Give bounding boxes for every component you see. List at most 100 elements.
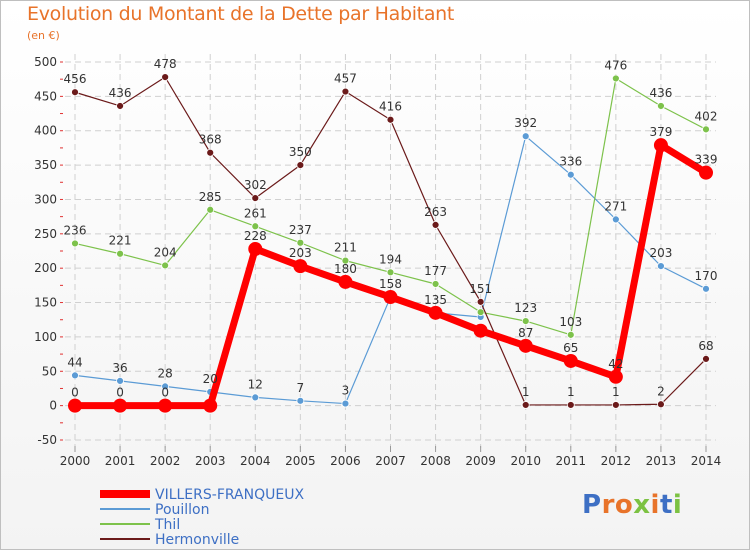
y-tick-label: 200	[34, 261, 57, 275]
logo-letter: t	[659, 490, 673, 520]
data-label: 221	[109, 234, 132, 248]
data-label: 416	[379, 100, 402, 114]
data-point	[473, 323, 488, 338]
logo-letter: P	[582, 490, 602, 520]
data-label: 177	[424, 264, 447, 278]
data-label: 436	[109, 86, 132, 100]
data-label: 20	[203, 372, 218, 386]
data-point	[611, 74, 620, 83]
data-label: 204	[154, 245, 177, 259]
data-label: 236	[64, 223, 87, 237]
y-tick-label: -50	[37, 433, 57, 447]
data-point	[702, 355, 710, 363]
data-point	[566, 170, 575, 179]
data-point	[71, 239, 79, 248]
x-tick-label: 2013	[646, 454, 677, 468]
data-point	[611, 401, 620, 409]
data-label: 180	[334, 262, 357, 276]
legend-label: Hermonville	[155, 532, 239, 548]
data-point	[203, 398, 218, 413]
data-point	[113, 398, 128, 413]
y-tick-label: 250	[34, 227, 57, 241]
data-label: 135	[424, 293, 447, 307]
data-point	[702, 284, 710, 293]
data-label: 3	[342, 384, 350, 398]
data-label: 103	[559, 315, 582, 329]
data-label: 151	[469, 282, 492, 296]
data-label: 28	[158, 366, 173, 380]
data-label: 436	[649, 86, 672, 100]
data-label: 158	[379, 277, 402, 291]
data-label: 402	[695, 109, 718, 123]
data-label: 1	[522, 385, 530, 399]
x-tick-label: 2004	[240, 454, 271, 468]
data-label: 339	[695, 153, 718, 167]
data-point	[341, 399, 350, 408]
data-label: 285	[199, 190, 222, 204]
chart-title: Evolution du Montant de la Dette par Hab…	[27, 3, 455, 25]
data-point	[521, 401, 530, 409]
data-point	[699, 165, 713, 180]
logo-letter: i	[650, 490, 660, 520]
x-tick-label: 2005	[285, 454, 316, 468]
data-label: 170	[695, 269, 718, 283]
data-label: 392	[514, 116, 537, 130]
data-point	[296, 396, 305, 405]
data-point	[161, 261, 170, 270]
data-point	[431, 280, 440, 288]
x-tick-label: 2014	[691, 454, 722, 468]
x-tick-label: 2010	[510, 454, 541, 468]
data-point	[611, 215, 620, 224]
x-tick-label: 2007	[375, 454, 406, 468]
data-label: 42	[608, 357, 623, 371]
data-point	[116, 249, 124, 258]
data-point	[206, 148, 215, 157]
data-label: 368	[199, 133, 222, 147]
proxiti-logo: Proxiti	[582, 490, 682, 520]
x-tick-label: 2009	[465, 454, 496, 468]
data-label: 211	[334, 241, 357, 255]
data-point	[566, 401, 575, 409]
data-label: 302	[244, 178, 267, 192]
data-point	[161, 73, 170, 82]
data-point	[71, 88, 79, 97]
data-point	[657, 102, 665, 110]
data-label: 237	[289, 223, 312, 237]
x-tick-label: 2008	[420, 454, 451, 468]
data-label: 87	[518, 326, 533, 340]
x-tick-label: 2001	[105, 454, 136, 468]
data-label: 263	[424, 205, 447, 219]
y-tick-label: 300	[34, 192, 57, 206]
data-point	[521, 317, 530, 326]
y-tick-label: 50	[42, 364, 57, 378]
data-label: 65	[563, 341, 578, 355]
logo-letter: r	[601, 490, 615, 520]
data-label: 478	[154, 57, 177, 71]
data-point	[653, 138, 668, 153]
y-tick-label: 400	[34, 124, 57, 138]
data-label: 476	[604, 58, 627, 72]
data-point	[293, 259, 308, 274]
data-point	[702, 125, 710, 134]
y-tick-label: 100	[34, 330, 57, 344]
y-tick-label: 0	[49, 399, 57, 413]
x-tick-label: 2011	[556, 454, 587, 468]
data-point	[341, 256, 350, 265]
x-tick-label: 2003	[195, 454, 226, 468]
data-label: 457	[334, 72, 357, 86]
data-point	[431, 220, 440, 229]
x-tick-label: 2012	[601, 454, 632, 468]
logo-letter: i	[672, 490, 683, 520]
data-label: 194	[379, 252, 402, 266]
data-label: 261	[244, 206, 267, 220]
legend-label: Thil	[154, 517, 180, 533]
data-point	[251, 194, 260, 202]
legend-label: VILLERS-FRANQUEUX	[155, 487, 304, 503]
data-point	[657, 400, 665, 409]
data-point	[158, 398, 173, 413]
data-label: 0	[161, 386, 169, 400]
data-point	[386, 115, 395, 124]
data-label: 203	[649, 246, 672, 260]
